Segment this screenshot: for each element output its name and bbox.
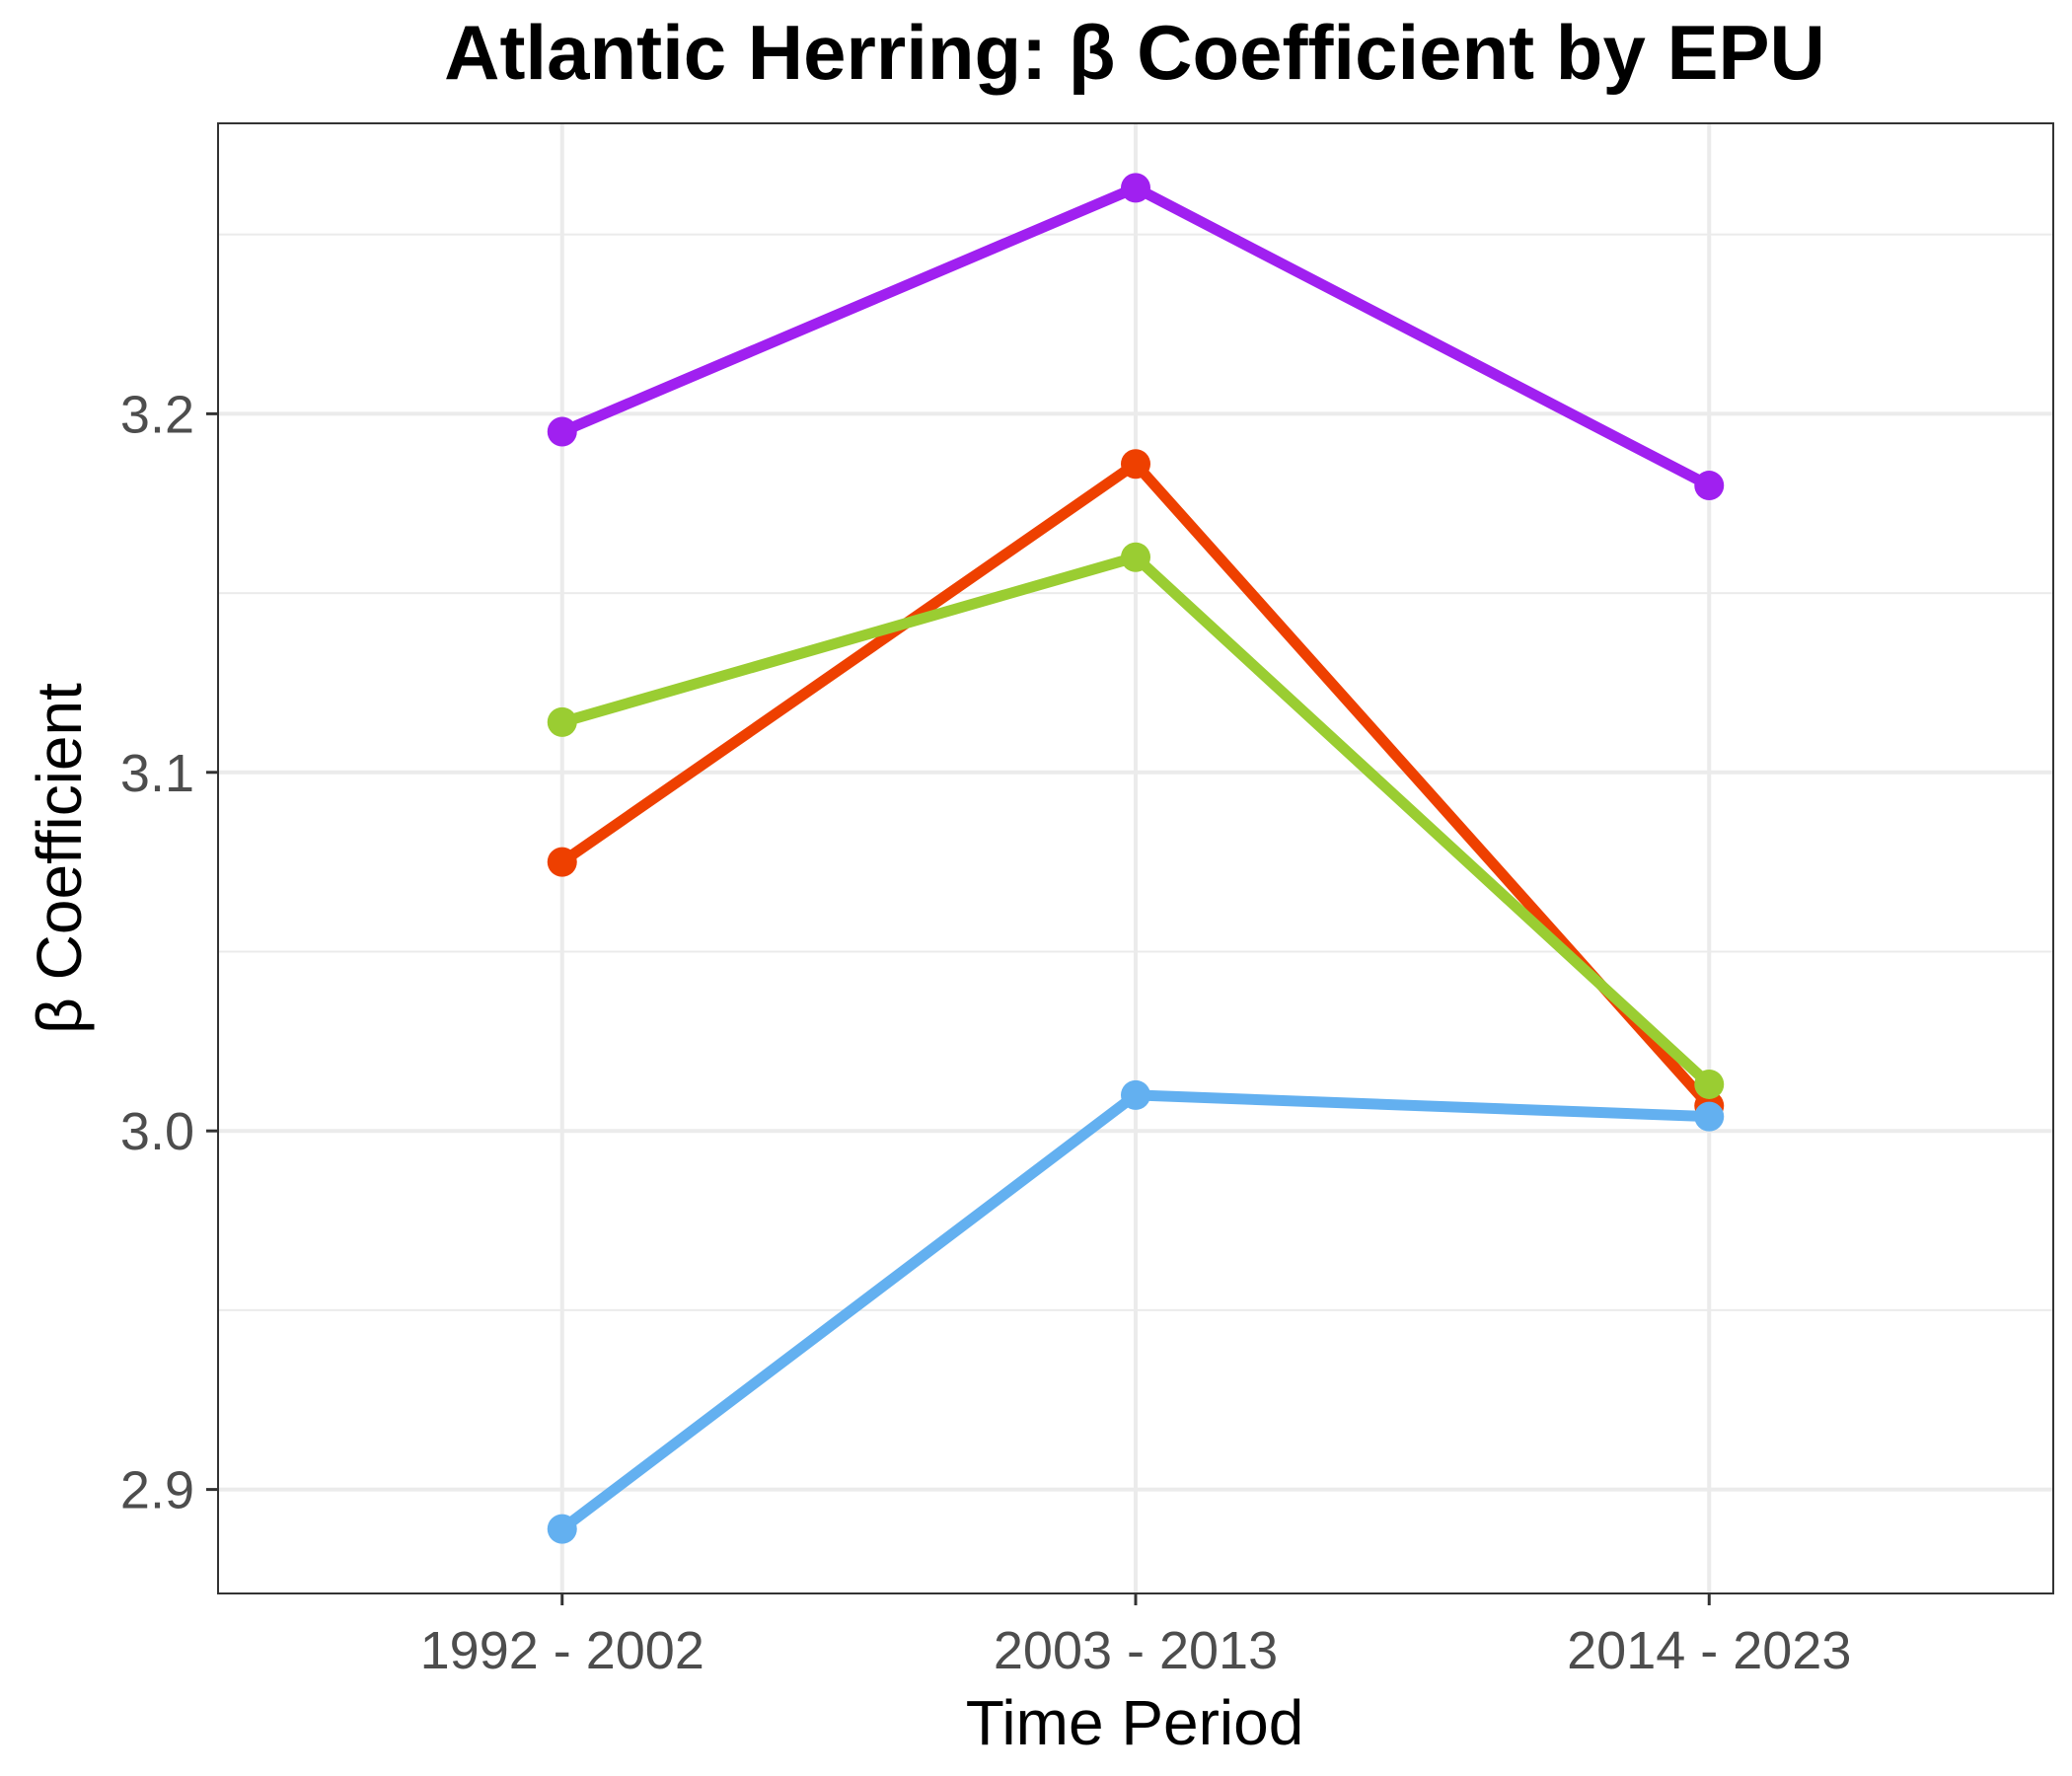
x-tick-label: 2014 - 2023 <box>1567 1621 1851 1680</box>
x-axis-ticks: 1992 - 2002 2003 - 2013 2014 - 2023 <box>420 1593 1851 1680</box>
series-1 <box>547 173 1725 501</box>
data-point <box>1694 1101 1725 1132</box>
data-point <box>547 847 577 877</box>
grid <box>218 123 2053 1593</box>
data-point <box>547 1514 577 1544</box>
x-tick-label: 2003 - 2013 <box>994 1621 1278 1680</box>
data-point <box>1121 1079 1150 1110</box>
x-tick-label: 1992 - 2002 <box>420 1621 704 1680</box>
y-tick-label: 3.0 <box>120 1102 194 1161</box>
data-point <box>547 706 577 737</box>
y-tick-label: 2.9 <box>120 1461 194 1520</box>
data-point <box>1121 173 1150 203</box>
y-axis-title: β Coefficient <box>24 683 95 1034</box>
y-axis-ticks: 2.9 3.0 3.1 3.2 <box>120 385 218 1520</box>
y-tick-label: 3.2 <box>120 385 194 444</box>
series-layer <box>547 173 1725 1544</box>
series-4 <box>547 1079 1725 1544</box>
series-3 <box>547 542 1725 1099</box>
y-tick-label: 3.1 <box>120 744 194 803</box>
data-point <box>1694 471 1725 501</box>
data-point <box>1121 449 1150 480</box>
data-point <box>1694 1069 1725 1099</box>
data-point <box>547 416 577 447</box>
data-point <box>1121 542 1150 572</box>
x-axis-title: Time Period <box>966 1687 1304 1758</box>
chart-title: Atlantic Herring: β Coefficient by EPU <box>444 9 1825 96</box>
